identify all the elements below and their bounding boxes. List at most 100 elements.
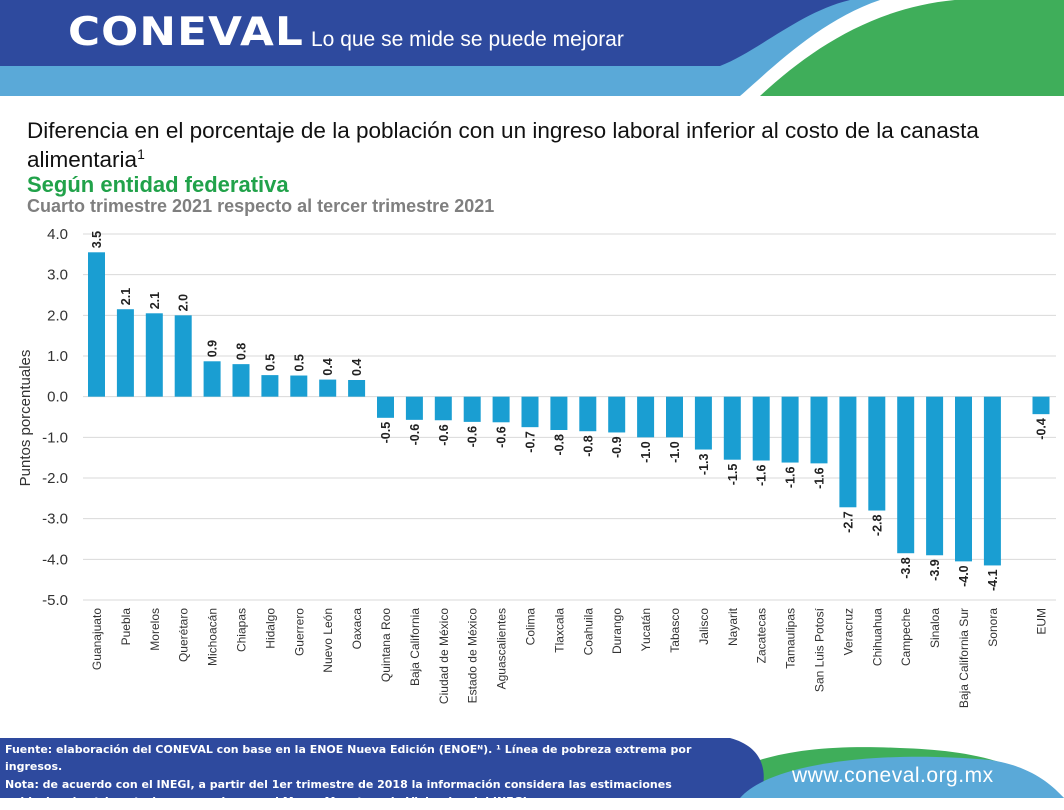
bar xyxy=(926,397,943,556)
bar xyxy=(782,397,799,463)
y-tick-label: -4.0 xyxy=(42,551,68,568)
category-label: Puebla xyxy=(119,608,133,646)
bar xyxy=(811,397,828,464)
data-label: 2.1 xyxy=(148,292,162,309)
category-label: EUM xyxy=(1035,608,1049,635)
category-label: Colima xyxy=(524,608,538,646)
bar xyxy=(290,376,307,397)
y-axis-label: Puntos porcentuales xyxy=(17,350,34,487)
data-label: -1.6 xyxy=(784,467,798,489)
y-tick-label: -5.0 xyxy=(42,592,68,609)
data-label: -1.0 xyxy=(668,441,682,463)
data-label: 0.4 xyxy=(350,359,364,376)
y-tick-label: 0.0 xyxy=(47,389,68,406)
category-label: Aguascalientes xyxy=(495,608,509,689)
category-label: Baja California Sur xyxy=(957,608,971,708)
bar xyxy=(435,397,452,421)
category-label: Chiapas xyxy=(235,608,249,652)
category-label: Guanajuato xyxy=(90,608,104,670)
category-label: Nuevo León xyxy=(321,608,335,673)
data-label: 3.5 xyxy=(90,231,104,248)
category-label: Yucatán xyxy=(639,608,653,651)
category-label: Tlaxcala xyxy=(552,608,566,653)
category-label: Sonora xyxy=(986,608,1000,647)
source-line-1: Fuente: elaboración del CONEVAL con base… xyxy=(5,741,745,776)
category-label: Nayarit xyxy=(726,607,740,646)
bar xyxy=(261,375,278,397)
category-label: Jalisco xyxy=(697,608,711,645)
category-label: Quintana Roo xyxy=(379,608,393,682)
category-label: San Luis Potosí xyxy=(813,607,827,692)
bar xyxy=(175,315,192,396)
bar xyxy=(204,361,221,396)
data-label: -1.6 xyxy=(755,464,769,486)
y-tick-label: -2.0 xyxy=(42,470,68,487)
bar xyxy=(493,397,510,423)
source-note: Fuente: elaboración del CONEVAL con base… xyxy=(5,741,745,810)
bar xyxy=(522,397,539,428)
data-label: -1.6 xyxy=(813,467,827,489)
bar xyxy=(637,397,654,438)
data-label: 0.9 xyxy=(206,340,220,357)
data-label: 2.0 xyxy=(177,294,191,311)
source-line-3: poblacionales trimestrales generadas por… xyxy=(5,793,745,810)
bar xyxy=(377,397,394,418)
y-tick-label: -1.0 xyxy=(42,429,68,446)
data-label: -2.8 xyxy=(870,514,884,536)
data-label: 0.8 xyxy=(235,343,249,360)
bar xyxy=(319,380,336,397)
data-label: 2.1 xyxy=(119,288,133,305)
category-label: Oaxaca xyxy=(350,608,364,650)
data-label: 0.5 xyxy=(263,354,277,371)
bar xyxy=(406,397,423,420)
bar xyxy=(550,397,567,430)
y-tick-label: 1.0 xyxy=(47,348,68,365)
data-label: -0.8 xyxy=(581,435,595,457)
bar xyxy=(608,397,625,433)
data-label: -2.7 xyxy=(841,511,855,533)
category-label: Michoacán xyxy=(206,608,220,666)
bar xyxy=(695,397,712,450)
category-label: Estado de México xyxy=(466,608,480,704)
bar xyxy=(868,397,885,511)
data-label: 0.4 xyxy=(321,358,335,375)
y-tick-label: 2.0 xyxy=(47,307,68,324)
bar xyxy=(955,397,972,562)
bar xyxy=(88,252,105,396)
category-label: Baja California xyxy=(408,608,422,686)
category-label: Morelos xyxy=(148,608,162,651)
category-label: Hidalgo xyxy=(263,608,277,649)
data-label: -0.6 xyxy=(466,426,480,448)
website-url: www.coneval.org.mx xyxy=(792,764,994,788)
category-label: Ciudad de México xyxy=(437,608,451,704)
y-tick-label: 3.0 xyxy=(47,267,68,284)
category-label: Tamaulipas xyxy=(784,608,798,669)
data-label: 0.5 xyxy=(292,354,306,371)
category-label: Querétaro xyxy=(177,608,191,662)
category-label: Campeche xyxy=(899,608,913,666)
data-label: -0.4 xyxy=(1035,418,1049,440)
bar xyxy=(146,313,163,396)
data-label: -1.0 xyxy=(639,441,653,463)
category-label: Chihuahua xyxy=(870,608,884,666)
chart-y-ticks: 4.03.02.01.00.0-1.0-2.0-3.0-4.0-5.0 xyxy=(42,226,68,609)
category-label: Veracruz xyxy=(841,608,855,655)
data-label: -0.6 xyxy=(495,426,509,448)
data-label: -4.0 xyxy=(957,565,971,587)
bar xyxy=(839,397,856,508)
data-label: -0.8 xyxy=(552,434,566,456)
data-label: -0.6 xyxy=(437,424,451,446)
data-label: -0.7 xyxy=(524,431,538,453)
category-label: Tabasco xyxy=(668,608,682,653)
bar xyxy=(753,397,770,461)
bar xyxy=(579,397,596,432)
data-label: -4.1 xyxy=(986,569,1000,591)
chart-category-labels: Guanajuato Puebla Morelos Querétaro Michoacá… xyxy=(90,607,1049,708)
data-label: -0.5 xyxy=(379,422,393,444)
bar xyxy=(984,397,1001,566)
bar-chart: 4.03.02.01.00.0-1.0-2.0-3.0-4.0-5.0 3.52… xyxy=(0,0,1064,798)
bar xyxy=(464,397,481,422)
data-label: -0.6 xyxy=(408,424,422,446)
category-label: Guerrero xyxy=(292,608,306,656)
data-label: -3.9 xyxy=(928,559,942,581)
